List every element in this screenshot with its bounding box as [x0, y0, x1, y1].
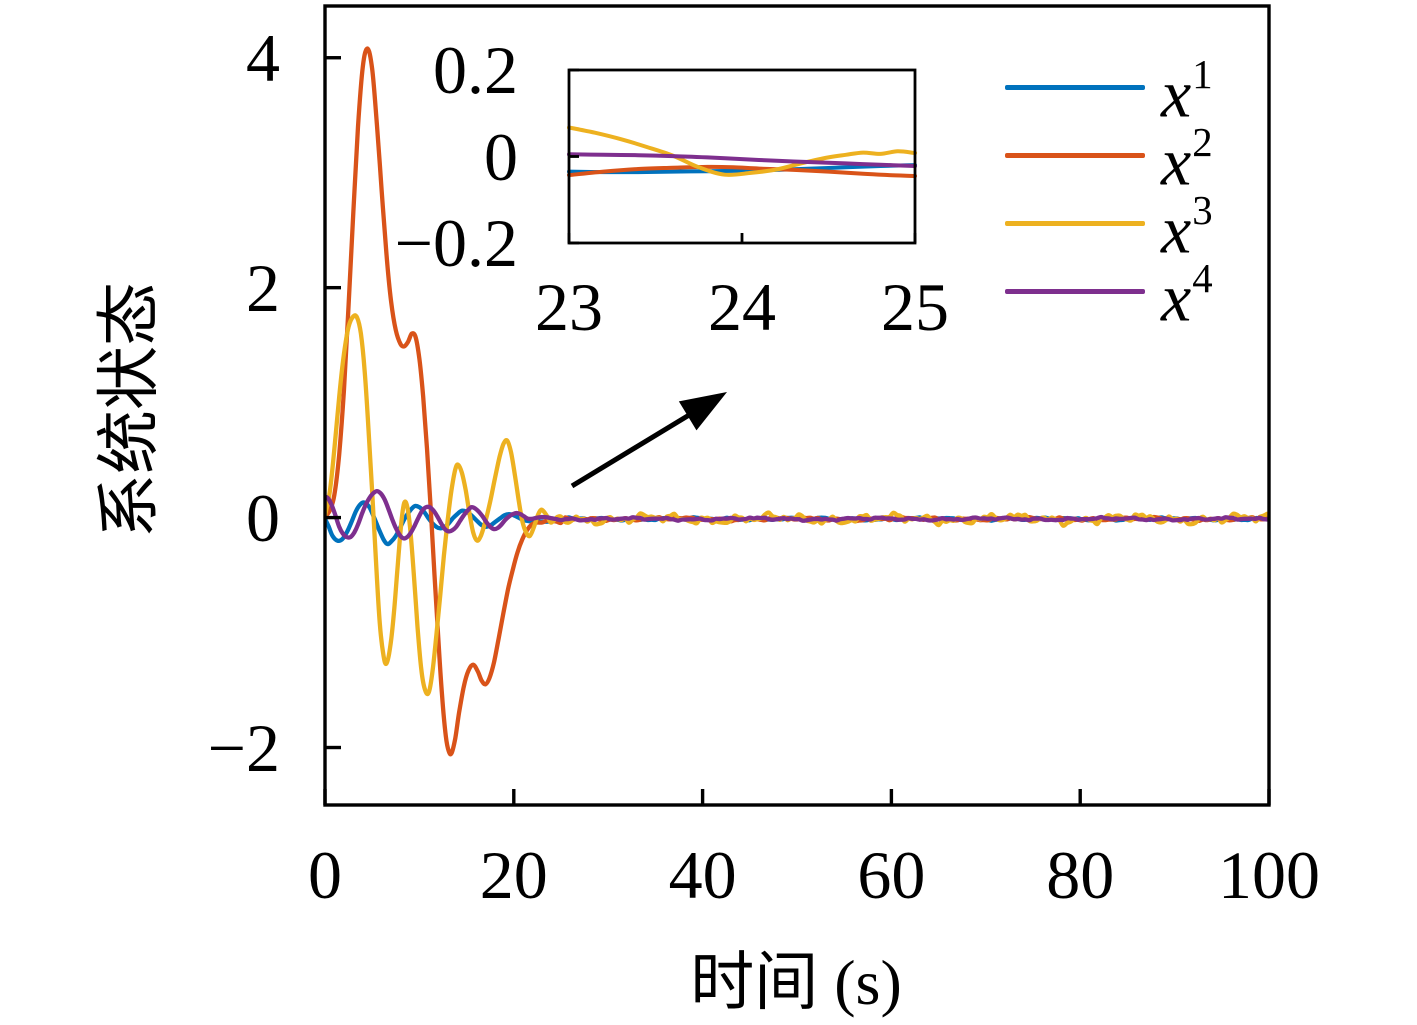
x-tick-label-40: 40	[668, 837, 737, 913]
inset-x-tick-label-24: 24	[708, 269, 776, 345]
x-tick-label-60: 60	[857, 837, 926, 913]
legend-line-x2	[1005, 152, 1145, 158]
inset-y-tick-label-0.2: 0.2	[433, 32, 518, 108]
legend-line-x1	[1005, 84, 1145, 90]
legend-label-x2: x2	[1161, 120, 1213, 200]
x-tick-label-80: 80	[1046, 837, 1115, 913]
legend-item-x4: x4	[1005, 256, 1213, 332]
x-axis-label: 时间 (s)	[690, 947, 902, 1018]
series-x4-curve	[325, 488, 1269, 541]
legend-item-x1: x1	[1005, 52, 1213, 128]
inset-series-x2-curve	[567, 164, 917, 178]
inset-y-tick-label-−0.2: −0.2	[394, 205, 518, 281]
x-tick-label-0: 0	[308, 837, 342, 913]
legend-item-x3: x3	[1005, 188, 1213, 264]
zoom-arrow-shaft	[570, 409, 696, 489]
y-tick-label-2: 2	[246, 249, 280, 326]
legend-label-x4: x4	[1161, 256, 1213, 336]
y-tick-label-−2: −2	[207, 709, 280, 786]
legend-label-x3: x3	[1161, 188, 1213, 268]
main-plot-frame	[323, 4, 1271, 807]
zoom-arrow-head	[678, 392, 727, 431]
y-axis-label: 系统状态	[94, 282, 165, 538]
inset-x-tick-label-23: 23	[535, 269, 603, 345]
inset-series-x3-curve	[567, 125, 917, 177]
x-tick-label-100: 100	[1218, 837, 1320, 913]
y-tick-label-4: 4	[246, 19, 280, 96]
legend-item-x2: x2	[1005, 120, 1213, 196]
inset-series-x4-curve	[567, 152, 917, 168]
legend-line-x3	[1005, 220, 1145, 226]
x-tick-label-20: 20	[479, 837, 548, 913]
inset-y-tick-label-0: 0	[484, 118, 518, 195]
series-x1-curve	[325, 500, 1269, 547]
legend-line-x4	[1005, 288, 1145, 294]
legend: x1 x2 x3 x4	[1005, 52, 1213, 332]
legend-label-x1: x1	[1161, 52, 1213, 132]
inset-x-tick-label-25: 25	[881, 269, 949, 345]
inset-series-x1-curve	[567, 163, 917, 175]
series-x3-curve	[325, 313, 1269, 697]
y-tick-label-0: 0	[246, 479, 280, 556]
